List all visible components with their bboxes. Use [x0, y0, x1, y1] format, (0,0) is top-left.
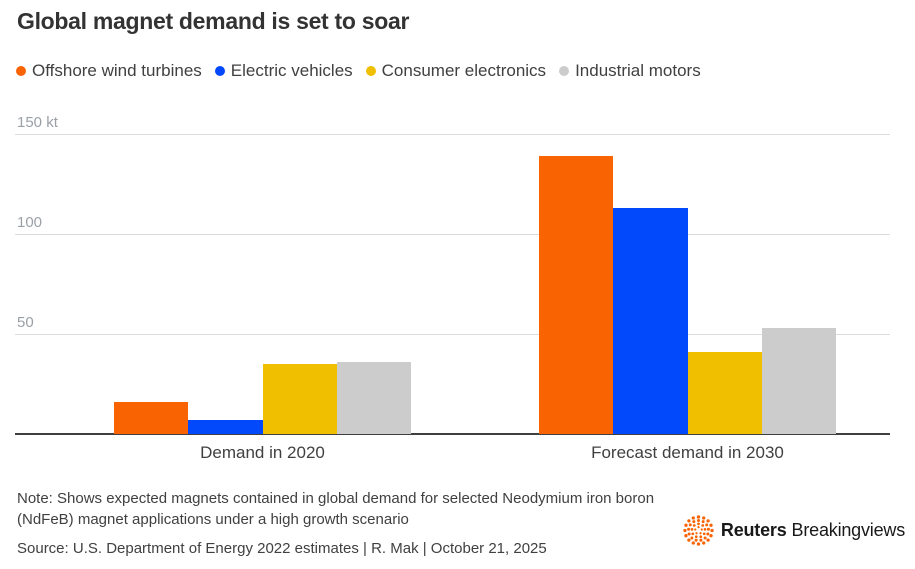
- legend-label: Industrial motors: [575, 61, 701, 80]
- bar-electric-vehicles-1: [188, 420, 263, 434]
- note-text: Note: Shows expected magnets contained i…: [17, 490, 655, 528]
- bar-offshore-wind-turbines-2: [539, 156, 614, 434]
- legend: Offshore wind turbines Electric vehicles C…: [16, 61, 701, 81]
- page-title: Global magnet demand is set to soar: [17, 8, 410, 34]
- x-axis-line: [15, 433, 890, 435]
- legend-item-3: Consumer electronics: [365, 61, 547, 81]
- logo-suffix: Breakingviews: [791, 520, 906, 540]
- legend-dot-icon: [365, 66, 376, 76]
- gridline-100: [15, 234, 890, 235]
- source-text: Source: U.S. Department of Energy 2022 e…: [17, 540, 547, 557]
- gridline-50: [15, 334, 890, 335]
- bar-consumer-electronics-2: [687, 352, 762, 434]
- plot-area: 150 kt 100 50 Demand in 2020 Forecast demand…: [0, 110, 915, 462]
- legend-item-4: Industrial motors: [559, 61, 701, 81]
- y-tick-label: 50: [17, 314, 34, 331]
- bar-consumer-electronics-1: [262, 364, 337, 434]
- legend-item-2: Electric vehicles: [214, 61, 353, 81]
- legend-dot-icon: [214, 66, 225, 76]
- legend-item-1: Offshore wind turbines: [16, 61, 202, 81]
- bar-offshore-wind-turbines-1: [114, 402, 189, 434]
- category-label-1: Demand in 2020: [200, 443, 325, 462]
- category-label-2: Forecast demand in 2030: [591, 443, 784, 462]
- legend-label: Offshore wind turbines: [32, 61, 202, 80]
- gridline-150: [15, 134, 890, 135]
- logo: Reuters Breakingviews: [683, 515, 905, 546]
- y-tick-label: 100: [17, 214, 43, 231]
- bar-industrial-motors-1: [336, 362, 411, 434]
- legend-label: Consumer electronics: [381, 61, 547, 80]
- bar-electric-vehicles-2: [613, 208, 688, 434]
- legend-label: Electric vehicles: [230, 61, 353, 80]
- y-tick-label: 150 kt: [17, 114, 58, 131]
- bar-industrial-motors-2: [761, 328, 836, 434]
- legend-dot-icon: [16, 66, 26, 76]
- logo-brand: Reuters: [720, 520, 787, 540]
- reuters-logo-icon: [683, 515, 714, 546]
- legend-dot-icon: [559, 66, 570, 76]
